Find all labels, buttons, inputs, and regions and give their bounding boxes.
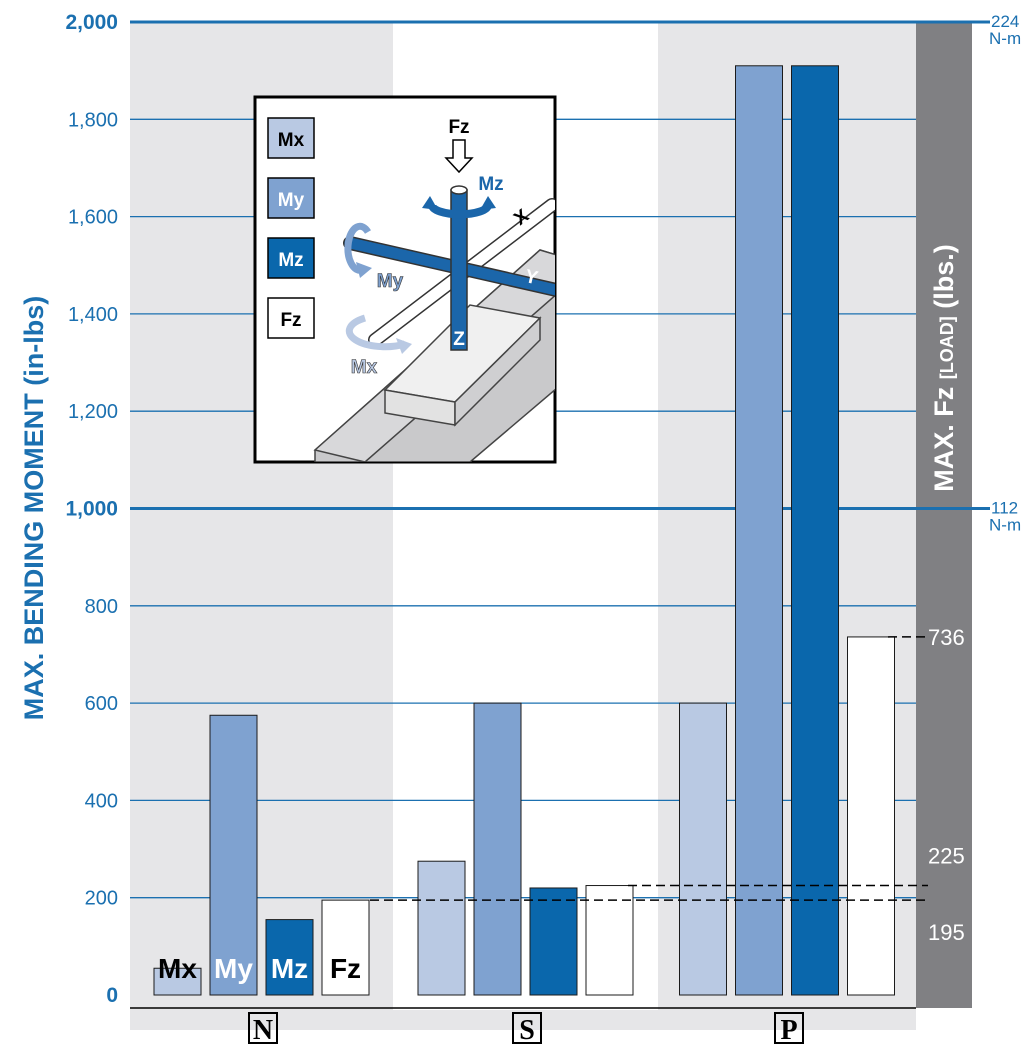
inset-legend-label-Mz: Mz [278,250,303,271]
category-box [512,1012,542,1044]
bar-Mx-P [679,702,727,996]
my-rotation-icon [344,222,371,274]
right-axis-title-part: [LOAD] [937,316,957,379]
right-tick-unit: N-m [989,29,1021,48]
y-tick-label: 1,000 [65,498,118,521]
y-tick-label: 400 [85,790,118,812]
legend-label-Fz: Fz [330,953,361,984]
y-axis-title: MAX. BENDING MOMENT (in-lbs) [19,296,49,720]
category-box [248,1012,278,1044]
right-axis-label: MAX. Fz [LOAD] (lbs.) [929,244,959,491]
right-axis-title-part: MAX. Fz [929,379,959,492]
inset-legend-swatch-Mz [267,237,315,279]
bar-Mx-S [417,860,466,996]
y-tick-label: 800 [85,596,118,618]
right-axis-panel [916,22,972,1008]
y-tick-label: 600 [85,693,118,715]
y-tick-label: 0 [106,984,118,1007]
y-tick-label: 1,400 [68,304,118,326]
category-label-N: N [253,1015,273,1046]
inset-z-label: Z [453,329,465,350]
legend-label-Mx: Mx [158,953,197,984]
category-box [774,1012,804,1044]
mx-rotation-icon [345,314,406,351]
y-tick-label: 200 [85,888,118,910]
y-tick-label: 1,600 [68,207,118,229]
y-tick-label: 1,200 [68,401,118,423]
category-label-S: S [519,1015,535,1046]
inset-mx-label: Mx [351,357,378,378]
inset-legend-swatch-Fz [267,297,315,339]
inset-mz-label: Mz [478,174,503,195]
bar-My-S [473,702,522,996]
inset-legend-swatch-My [267,177,315,219]
fz-value-label: 225 [928,844,965,869]
inset-y-label: Y [523,266,540,289]
y-tick-label: 1,800 [68,109,118,131]
y-tick-label: 2,000 [65,11,118,34]
inset-legend: Mx My Mz Fz [267,117,315,339]
category-strip [130,1010,916,1030]
fz-arrow-icon [444,139,474,174]
right-axis-title-part: (lbs.) [929,244,959,316]
bar-Fz-P [847,636,895,996]
bar-Fz-S [585,885,634,996]
legend-label-My: My [214,953,253,984]
inset-legend-label-Fz: Fz [280,310,301,331]
bar-Mz-N [265,919,314,996]
bar-Mx-N [153,967,202,996]
legend-label-Mz: Mz [271,953,308,984]
fz-value-label: 736 [928,625,965,650]
inset-legend-label-My: My [278,190,305,211]
category-label-P: P [780,1015,797,1046]
right-tick-unit: N-m [989,516,1021,535]
right-tick-label: 112 [991,499,1018,518]
inset-fz-label: Fz [448,117,469,138]
fz-value-label: 195 [928,920,965,945]
inset-legend-swatch-Mx [267,117,315,159]
right-axis-title: MAX. Fz [LOAD] (lbs.) [929,244,959,491]
bar-Mz-S [529,887,578,996]
inset-my-label: My [377,271,404,292]
inset-legend-label-Mx: Mx [278,130,305,151]
right-tick-label: 224 [991,12,1019,31]
bar-My-N [209,714,258,996]
bar-My-P [735,65,783,996]
bar-Fz-N [321,899,370,996]
bar-legend: Mx My Mz Fz [158,953,361,984]
bar-Mz-P [791,65,839,996]
fz-dashed-guides: 736 225 195 [370,625,965,945]
bars [153,65,895,996]
y-axis: 0 200 400 600 800 1,000 1,200 1,400 1,600 1,800 2,… [19,11,1021,1007]
